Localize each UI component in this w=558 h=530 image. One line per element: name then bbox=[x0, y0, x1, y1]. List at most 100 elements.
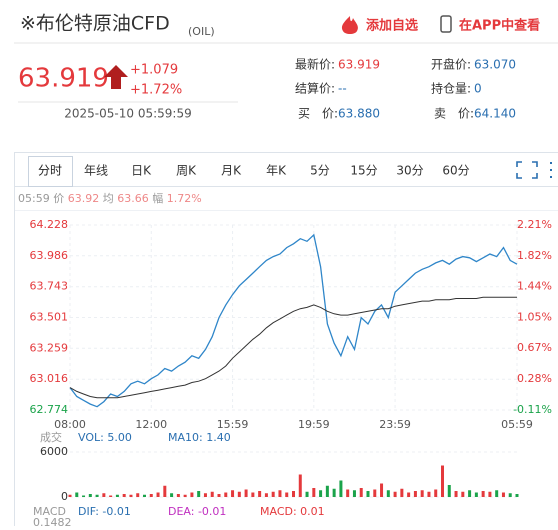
volume-bar bbox=[129, 495, 132, 497]
volume-bar bbox=[434, 490, 437, 498]
volume-bar bbox=[461, 492, 464, 497]
volume-bar bbox=[306, 492, 309, 497]
tab[interactable]: 60分 bbox=[442, 164, 469, 178]
volume-bar bbox=[170, 493, 173, 497]
volume-bar bbox=[339, 481, 342, 498]
volume-bar bbox=[245, 490, 248, 498]
field-label: 结算价: bbox=[295, 81, 335, 96]
volume-bar bbox=[509, 493, 512, 497]
macd-value: MACD: 0.01 bbox=[260, 505, 325, 518]
field-label: 卖 价: bbox=[434, 107, 474, 121]
field-value: 63.070 bbox=[474, 58, 516, 72]
volume-bar bbox=[482, 491, 485, 497]
field-value: 64.140 bbox=[474, 107, 516, 121]
phone-icon[interactable] bbox=[441, 16, 451, 32]
info-value: 63.92 bbox=[68, 192, 100, 205]
x-tick-label: 15:59 bbox=[217, 418, 249, 431]
price: 63.919 bbox=[18, 64, 109, 94]
volume-bar bbox=[380, 484, 383, 498]
volume-bar bbox=[231, 490, 234, 497]
volume-bar bbox=[441, 466, 444, 498]
volume-bar bbox=[157, 493, 160, 498]
volume-label: 成交 bbox=[40, 430, 62, 444]
volume-bar bbox=[224, 493, 227, 498]
volume-bar bbox=[272, 492, 275, 497]
volume-bar bbox=[150, 494, 153, 497]
volume-bar bbox=[468, 490, 471, 497]
volume-bar bbox=[89, 494, 92, 497]
tab[interactable]: 30分 bbox=[396, 164, 423, 178]
volume-bar bbox=[258, 491, 261, 497]
field-label: 最新价: bbox=[295, 57, 335, 72]
title: ※布伦特原油CFD bbox=[20, 13, 170, 35]
volume-bar bbox=[488, 492, 491, 497]
volume-bar bbox=[285, 493, 288, 498]
tab[interactable]: 周K bbox=[176, 164, 197, 178]
open-app[interactable]: 在APP中查看 bbox=[459, 18, 540, 34]
y2-tick-label: -0.11% bbox=[513, 403, 552, 416]
field-label: 持仓量: bbox=[431, 81, 471, 96]
field-value: -- bbox=[338, 82, 347, 96]
tab[interactable]: 月K bbox=[221, 164, 242, 178]
add-icon[interactable] bbox=[342, 16, 358, 34]
volume-bar bbox=[373, 490, 376, 498]
field-value: 0 bbox=[474, 82, 482, 96]
tab[interactable]: 年K bbox=[266, 164, 287, 178]
y2-tick-label: 2.21% bbox=[517, 218, 552, 231]
volume-bar bbox=[204, 493, 207, 497]
volume-bar bbox=[292, 491, 295, 497]
x-tick-label: 05:59 bbox=[501, 418, 533, 431]
x-tick-label: 08:00 bbox=[54, 418, 86, 431]
volume-bar bbox=[102, 493, 105, 497]
volume-bar bbox=[96, 495, 99, 497]
volume-bar bbox=[75, 493, 78, 498]
tab[interactable]: 年线 bbox=[84, 164, 108, 178]
info-label: 幅 bbox=[152, 192, 163, 205]
volume-bar bbox=[197, 491, 200, 497]
x-tick-label: 23:59 bbox=[379, 418, 411, 431]
volume-bar bbox=[326, 486, 329, 497]
y2-tick-label: 0.67% bbox=[517, 341, 552, 354]
field-label: 开盘价: bbox=[431, 57, 471, 72]
volume-bar bbox=[475, 493, 478, 498]
volume-bar bbox=[495, 490, 498, 497]
volume-bar bbox=[265, 493, 268, 497]
tab[interactable]: 15分 bbox=[350, 164, 377, 178]
fullscreen-icon[interactable] bbox=[517, 162, 537, 178]
ma10-value: MA10: 1.40 bbox=[168, 431, 231, 444]
tab[interactable]: 日K bbox=[131, 164, 152, 178]
volume-bar bbox=[69, 495, 72, 497]
y-tick-label: 63.259 bbox=[30, 341, 69, 354]
volume-bar bbox=[143, 495, 146, 497]
volume-bar bbox=[163, 486, 166, 497]
chart-panel bbox=[15, 153, 558, 527]
average-line bbox=[70, 297, 517, 398]
field-label: 买 价: bbox=[298, 107, 338, 121]
tab[interactable]: 分时 bbox=[38, 164, 62, 178]
add-watch[interactable]: 添加自选 bbox=[366, 18, 418, 34]
y2-tick-label: 1.44% bbox=[517, 279, 552, 292]
volume-bar bbox=[502, 493, 505, 498]
volume-bar bbox=[346, 490, 349, 498]
volume-bar bbox=[394, 492, 397, 497]
tab[interactable]: 5分 bbox=[310, 164, 330, 178]
tab-bar: 分时 年线 日K 周K 月K 年K 5分 15分 30分 60分 bbox=[38, 164, 470, 178]
datetime: 2025-05-10 05:59:59 bbox=[64, 107, 191, 121]
macd-scale: 0.1482 bbox=[33, 516, 72, 526]
volume-bar bbox=[427, 492, 430, 497]
y-tick-label: 64.228 bbox=[30, 218, 69, 231]
volume-bar bbox=[516, 494, 519, 497]
volume-tick-label: 0 bbox=[61, 490, 68, 503]
x-tick-label: 12:00 bbox=[135, 418, 167, 431]
code: (OIL) bbox=[188, 25, 215, 38]
volume-bar bbox=[190, 493, 193, 498]
info-value: 63.66 bbox=[117, 192, 149, 205]
volume-bar bbox=[82, 496, 85, 498]
volume-bar bbox=[299, 475, 302, 498]
y-tick-label: 63.986 bbox=[30, 249, 69, 262]
field-value: 63.919 bbox=[338, 58, 380, 72]
volume-bar bbox=[278, 490, 281, 497]
dif-value: DIF: -0.01 bbox=[78, 505, 131, 518]
volume-bar bbox=[177, 494, 180, 497]
volume-bar bbox=[184, 495, 187, 497]
